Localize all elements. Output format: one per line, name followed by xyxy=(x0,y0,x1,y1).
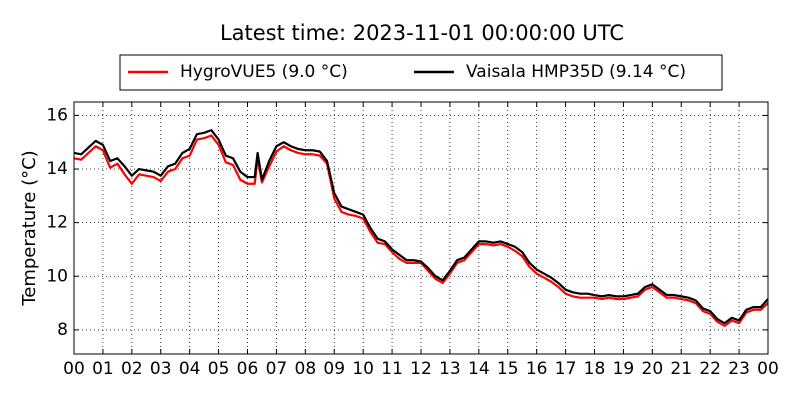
x-tick-label: 17 xyxy=(555,359,577,379)
x-tick-label: 20 xyxy=(642,359,664,379)
x-tick-label: 03 xyxy=(150,359,172,379)
y-axis-label: Temperature (°C) xyxy=(19,150,40,306)
x-tick-label: 02 xyxy=(121,359,143,379)
x-tick-label: 21 xyxy=(670,359,692,379)
x-tick-label: 22 xyxy=(699,359,721,379)
x-tick-label: 18 xyxy=(584,359,606,379)
x-tick-label: 14 xyxy=(468,359,490,379)
legend-label: HygroVUE5 (9.0 °C) xyxy=(180,62,348,82)
x-tick-label: 07 xyxy=(266,359,288,379)
y-tick-label: 10 xyxy=(46,266,68,286)
x-tick-label: 01 xyxy=(92,359,114,379)
y-tick-label: 8 xyxy=(57,320,68,340)
y-tick-label: 12 xyxy=(46,213,68,233)
x-tick-label: 12 xyxy=(410,359,432,379)
y-tick-label: 16 xyxy=(46,105,68,125)
x-tick-label: 15 xyxy=(497,359,519,379)
x-tick-label: 10 xyxy=(352,359,374,379)
x-tick-label: 00 xyxy=(757,359,779,379)
series-line xyxy=(73,129,769,325)
x-tick-label: 08 xyxy=(295,359,317,379)
x-tick-label: 13 xyxy=(439,359,461,379)
x-tick-label: 05 xyxy=(208,359,230,379)
x-tick-label: 11 xyxy=(381,359,403,379)
y-tick-label: 14 xyxy=(46,159,68,179)
chart-title: Latest time: 2023-11-01 00:00:00 UTC xyxy=(220,21,624,45)
legend-label: Vaisala HMP35D (9.14 °C) xyxy=(466,62,686,82)
plot-frame xyxy=(73,101,769,355)
x-tick-label: 06 xyxy=(237,359,259,379)
series-line xyxy=(73,134,769,327)
x-tick-label: 19 xyxy=(613,359,635,379)
x-tick-label: 00 xyxy=(63,359,85,379)
x-tick-label: 09 xyxy=(323,359,345,379)
x-tick-label: 23 xyxy=(728,359,750,379)
x-tick-label: 04 xyxy=(179,359,201,379)
x-tick-label: 16 xyxy=(526,359,548,379)
